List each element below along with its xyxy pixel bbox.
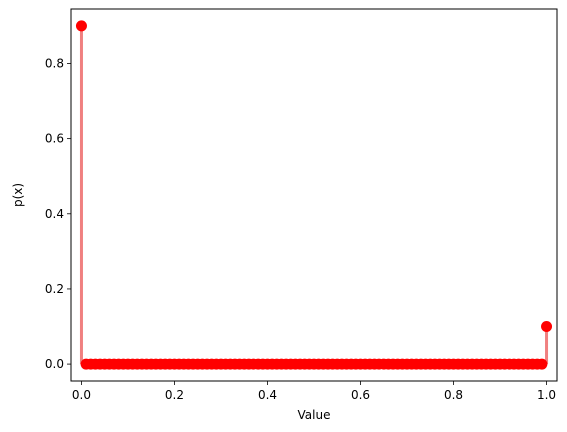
x-tick-label: 0.8 [444, 388, 463, 402]
x-tick-label: 0.6 [351, 388, 370, 402]
x-tick-label: 0.4 [258, 388, 277, 402]
stems-layer [79, 25, 549, 365]
x-tick-label: 1.0 [537, 388, 556, 402]
x-axis-label: Value [298, 408, 331, 422]
data-point [536, 358, 548, 370]
x-axis: 0.0 0.2 0.4 0.6 0.8 1.0 [72, 381, 556, 402]
y-tick-label: 0.6 [45, 132, 64, 146]
data-point [541, 321, 553, 333]
axes-frame [70, 8, 558, 382]
y-axis-label: p(x) [11, 183, 25, 207]
x-tick-label: 0.2 [165, 388, 184, 402]
y-axis: 0.0 0.2 0.4 0.6 0.8 [45, 56, 71, 371]
y-tick-label: 0.0 [45, 357, 64, 371]
markers-layer [75, 20, 553, 370]
data-point [75, 20, 87, 32]
y-tick-label: 0.8 [45, 56, 64, 70]
y-tick-label: 0.2 [45, 282, 64, 296]
x-tick-label: 0.0 [72, 388, 91, 402]
y-tick-label: 0.4 [45, 207, 64, 221]
